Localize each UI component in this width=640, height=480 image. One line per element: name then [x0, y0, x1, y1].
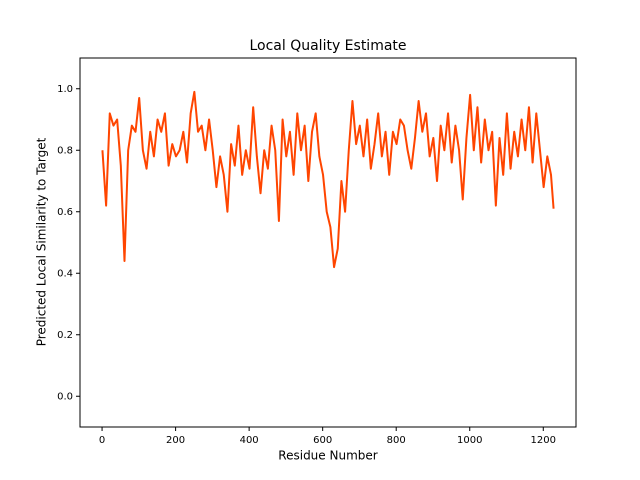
y-tick-label: 0.4: [57, 268, 73, 279]
x-tick-label: 1200: [531, 435, 556, 446]
y-axis-label: Predicted Local Similarity to Target: [35, 137, 49, 346]
x-tick-label: 1000: [457, 435, 482, 446]
line-series: [101, 90, 555, 269]
y-tick-label: 0.8: [57, 145, 73, 156]
plot-frame: [79, 57, 577, 428]
x-tick-label: 200: [166, 435, 185, 446]
x-tick-label: 800: [387, 435, 406, 446]
x-tick-label: 400: [240, 435, 259, 446]
x-tick-label: 600: [313, 435, 332, 446]
y-tick-label: 1.0: [57, 84, 73, 95]
x-tick-label: 0: [99, 435, 105, 446]
chart-title: Local Quality Estimate: [249, 38, 406, 54]
y-tick-label: 0.2: [57, 330, 73, 341]
x-axis-label: Residue Number: [278, 449, 377, 463]
y-tick-label: 0.0: [57, 391, 73, 402]
y-tick-label: 0.6: [57, 207, 73, 218]
